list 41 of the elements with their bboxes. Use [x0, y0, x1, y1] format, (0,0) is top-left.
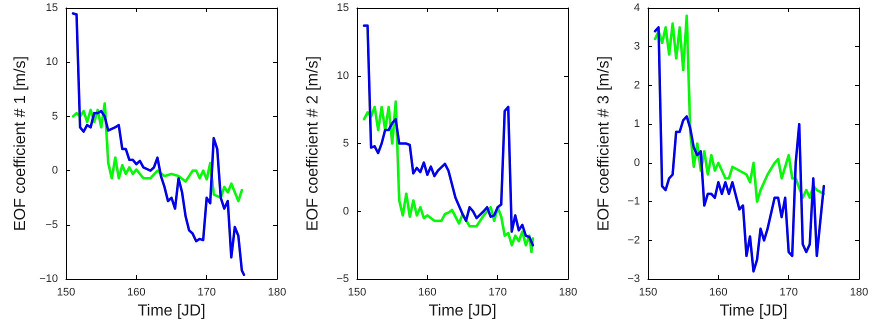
y-tick-label: −3	[627, 273, 640, 286]
y-axis-title: EOF coefficient # 2 [m/s]	[304, 56, 322, 231]
line-series	[72, 12, 246, 276]
y-tick-label: 0	[52, 164, 58, 177]
y-tick-label: 15	[336, 2, 349, 14]
y-tick-label: −2	[627, 234, 640, 246]
y-tick-label: 10	[336, 70, 349, 82]
x-tick-label: 170	[197, 286, 216, 299]
x-tick-label: 150	[638, 286, 658, 299]
line-series	[362, 24, 534, 246]
x-tick-label: 160	[709, 286, 728, 299]
y-tick-label: 4	[634, 2, 640, 14]
y-tick-label: 5	[342, 138, 349, 150]
x-tick-label: 170	[779, 286, 798, 299]
y-tick-label: −5	[45, 218, 58, 231]
x-tick-label: 170	[488, 286, 507, 299]
x-tick-label: 160	[127, 286, 146, 299]
line-series	[654, 14, 826, 203]
x-axis-title: Time [JD]	[138, 302, 206, 320]
x-tick-label: 160	[418, 286, 437, 299]
y-tick-label: 1	[634, 118, 640, 130]
y-tick-label: 10	[46, 56, 58, 68]
x-tick-label: 180	[268, 286, 286, 299]
x-tick-label: 150	[348, 286, 366, 299]
x-axis-title: Time [JD]	[720, 302, 788, 320]
x-axis-title: Time [JD]	[428, 302, 496, 320]
y-tick-label: −1	[627, 196, 640, 208]
x-tick-label: 180	[850, 286, 868, 299]
y-tick-label: 3	[634, 40, 640, 53]
y-tick-label: 5	[52, 110, 58, 122]
y-tick-label: 0	[634, 156, 640, 169]
y-axis-title: EOF coefficient # 3 [m/s]	[596, 56, 612, 231]
x-tick-label: 150	[56, 286, 76, 299]
x-tick-label: 180	[558, 286, 578, 299]
y-tick-label: 0	[342, 205, 349, 218]
y-tick-label: 15	[46, 2, 58, 14]
y-tick-label: 2	[634, 79, 640, 92]
line-series	[654, 26, 826, 273]
y-tick-label: −10	[39, 273, 58, 286]
y-axis-title: EOF coefficient # 1 [m/s]	[12, 56, 29, 231]
y-tick-label: −5	[336, 273, 349, 286]
